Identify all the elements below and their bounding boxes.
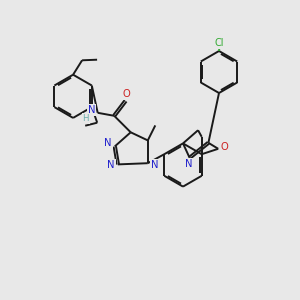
Text: H: H — [82, 114, 89, 123]
Text: N: N — [151, 160, 158, 170]
Text: N: N — [88, 105, 95, 116]
Text: Cl: Cl — [215, 38, 224, 48]
Text: N: N — [104, 138, 112, 148]
Text: N: N — [185, 159, 193, 170]
Text: O: O — [221, 142, 229, 152]
Text: O: O — [123, 89, 131, 99]
Text: N: N — [107, 160, 115, 170]
